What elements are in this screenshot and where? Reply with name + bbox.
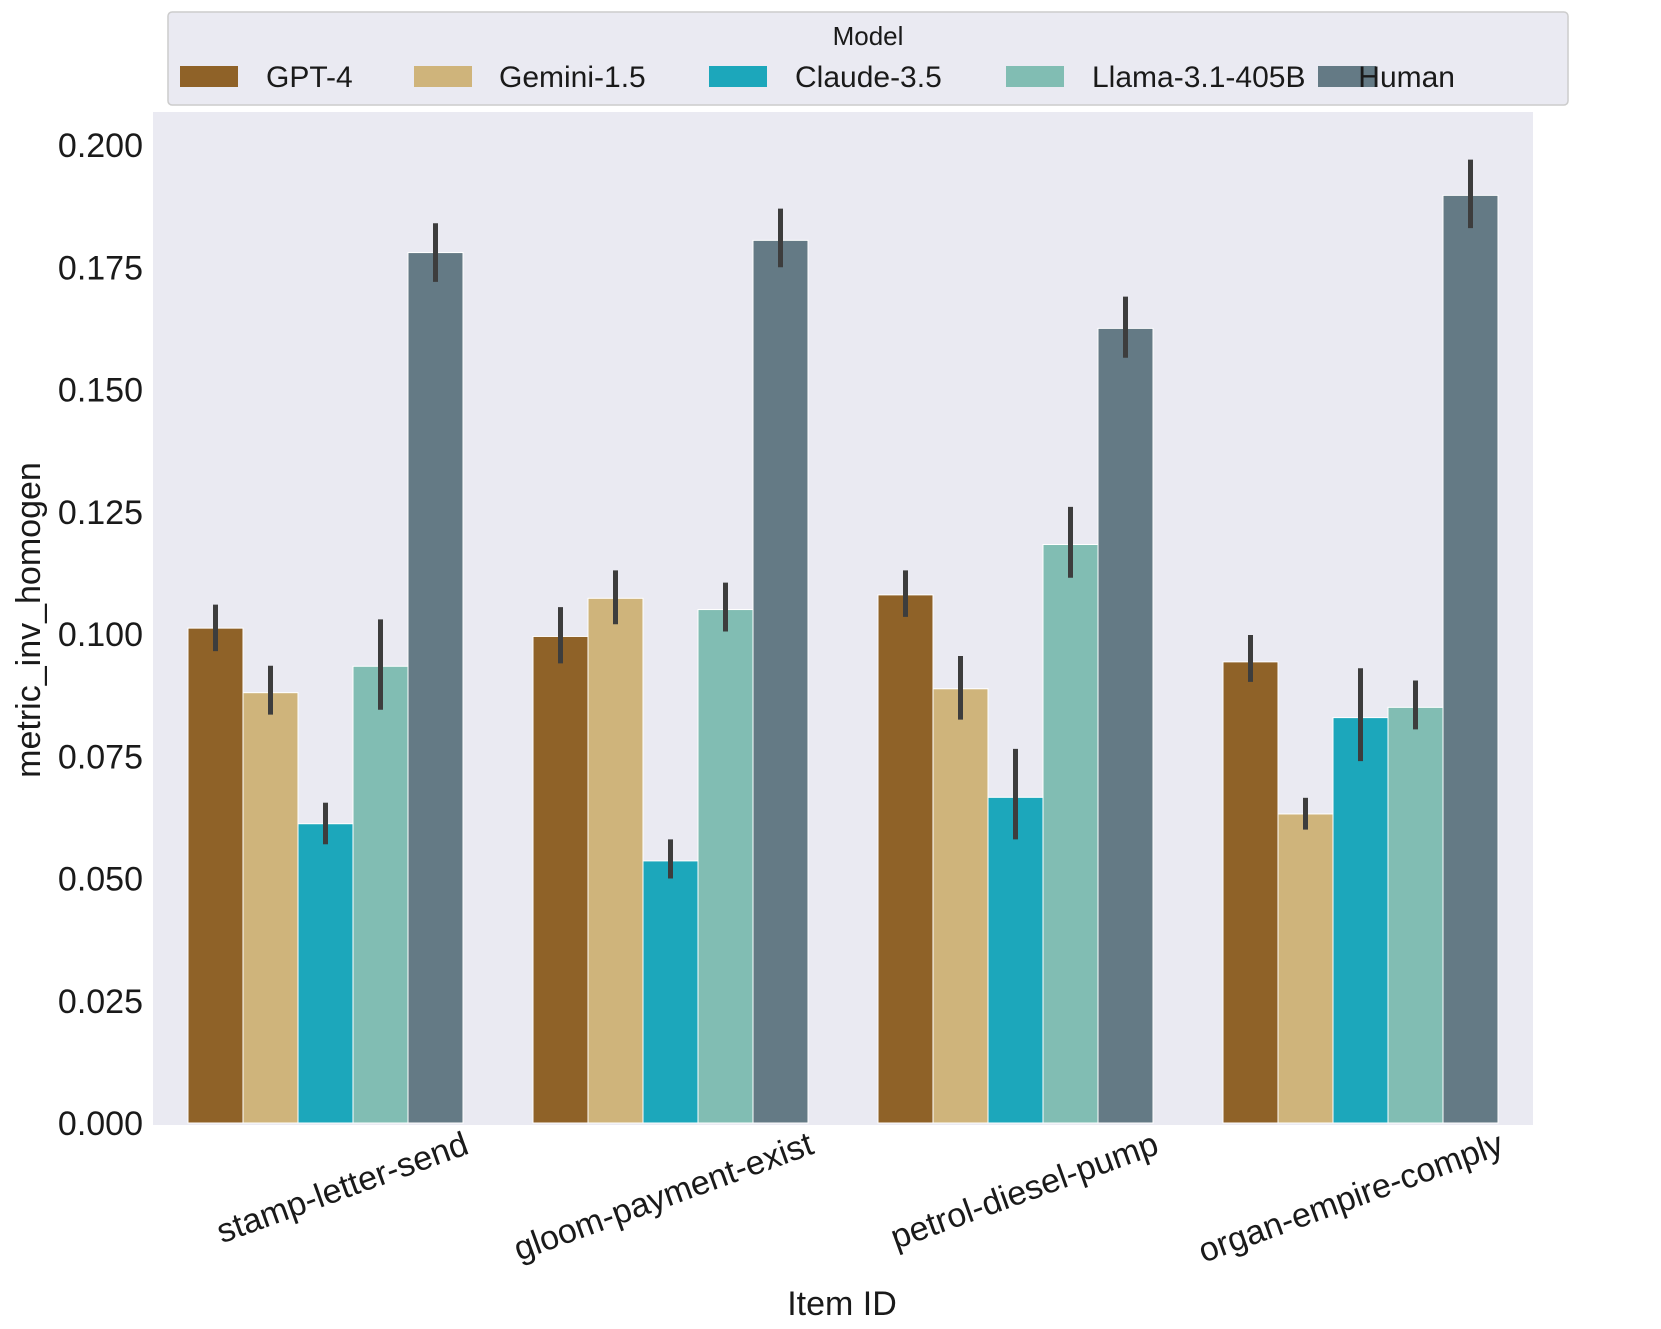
bar-gemini-1-5-organ-empire-comply bbox=[1277, 813, 1334, 1124]
bar-human-stamp-letter-send bbox=[407, 252, 464, 1124]
y-tick-label: 0.125 bbox=[58, 494, 143, 532]
bar-claude-3-5-organ-empire-comply bbox=[1332, 717, 1389, 1124]
legend-label: GPT-4 bbox=[266, 61, 353, 94]
legend-label: Gemini-1.5 bbox=[499, 61, 646, 94]
bar-claude-3-5-petrol-diesel-pump bbox=[987, 796, 1044, 1124]
y-tick-label: 0.175 bbox=[58, 249, 143, 287]
bar-gpt-4-organ-empire-comply bbox=[1222, 661, 1279, 1124]
bar-llama-3-1-405b-gloom-payment-exist bbox=[697, 609, 754, 1124]
legend-label: Llama-3.1-405B bbox=[1092, 61, 1305, 94]
error-bars-layer bbox=[213, 159, 1473, 879]
bar-gemini-1-5-stamp-letter-send bbox=[242, 692, 299, 1124]
bar-llama-3-1-405b-stamp-letter-send bbox=[352, 665, 409, 1124]
y-tick-label: 0.100 bbox=[58, 616, 143, 654]
legend-box bbox=[167, 11, 1569, 106]
x-axis-ticks: stamp-letter-send gloom-payment-exist petr… bbox=[212, 1125, 1509, 1271]
bar-gpt-4-gloom-payment-exist bbox=[532, 635, 589, 1124]
x-tick-label: organ-empire-comply bbox=[1193, 1125, 1508, 1271]
legend-swatch bbox=[1318, 66, 1376, 87]
bars-layer bbox=[187, 194, 1499, 1124]
y-tick-label: 0.050 bbox=[58, 861, 143, 899]
x-tick-label: stamp-letter-send bbox=[212, 1125, 474, 1251]
y-tick-label: 0.200 bbox=[58, 127, 143, 165]
bar-claude-3-5-gloom-payment-exist bbox=[642, 860, 699, 1124]
bar-gemini-1-5-petrol-diesel-pump bbox=[932, 688, 989, 1124]
bar-human-petrol-diesel-pump bbox=[1097, 327, 1154, 1124]
legend-items: GPT-4 Gemini-1.5 Claude-3.5 Llama-3.1-405B H… bbox=[180, 61, 1455, 94]
bar-human-organ-empire-comply bbox=[1442, 194, 1499, 1124]
bar-llama-3-1-405b-organ-empire-comply bbox=[1387, 706, 1444, 1124]
bar-gpt-4-stamp-letter-send bbox=[187, 627, 244, 1124]
legend-swatch bbox=[414, 66, 472, 87]
x-tick-label: petrol-diesel-pump bbox=[886, 1125, 1164, 1257]
bar-gpt-4-petrol-diesel-pump bbox=[877, 594, 934, 1124]
legend-swatch bbox=[1006, 66, 1064, 87]
legend: Model GPT-4 Gemini-1.5 Claude-3.5 Llama-3.1… bbox=[167, 11, 1569, 106]
bar-llama-3-1-405b-petrol-diesel-pump bbox=[1042, 544, 1099, 1124]
legend-swatch bbox=[709, 66, 767, 87]
y-tick-label: 0.025 bbox=[58, 983, 143, 1021]
legend-title: Model bbox=[833, 21, 904, 51]
bar-gemini-1-5-gloom-payment-exist bbox=[587, 597, 644, 1124]
legend-label: Claude-3.5 bbox=[795, 61, 942, 94]
y-axis-ticks: 0.000 0.025 0.050 0.075 0.100 0.125 0.150 0.175… bbox=[58, 127, 143, 1143]
x-tick-label: gloom-payment-exist bbox=[509, 1125, 819, 1269]
bar-human-gloom-payment-exist bbox=[752, 239, 809, 1124]
legend-swatch bbox=[180, 66, 238, 87]
x-axis-label: Item ID bbox=[787, 1285, 897, 1323]
bar-claude-3-5-stamp-letter-send bbox=[297, 823, 354, 1124]
y-tick-label: 0.150 bbox=[58, 372, 143, 410]
y-tick-label: 0.075 bbox=[58, 738, 143, 776]
y-axis-label: metric_inv_homogen bbox=[10, 462, 48, 778]
legend-label: Human bbox=[1358, 61, 1455, 94]
y-tick-label: 0.000 bbox=[58, 1105, 143, 1143]
